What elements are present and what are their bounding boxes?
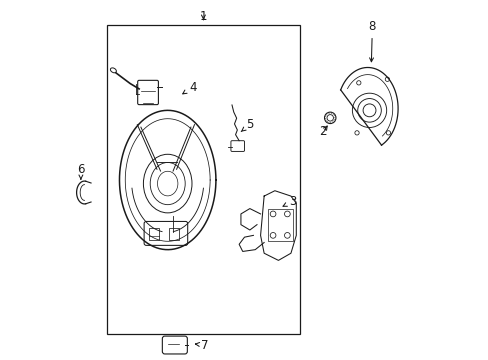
Text: 1: 1 xyxy=(199,10,207,23)
Text: 8: 8 xyxy=(368,20,375,62)
Bar xyxy=(267,208,292,241)
Text: 6: 6 xyxy=(77,163,84,179)
Bar xyxy=(107,24,299,334)
Text: 5: 5 xyxy=(241,118,253,131)
Text: 4: 4 xyxy=(183,81,196,94)
Text: 2: 2 xyxy=(319,125,326,138)
Text: 7: 7 xyxy=(195,338,208,351)
Text: 3: 3 xyxy=(283,195,296,208)
Bar xyxy=(148,228,159,240)
Bar xyxy=(168,228,179,240)
